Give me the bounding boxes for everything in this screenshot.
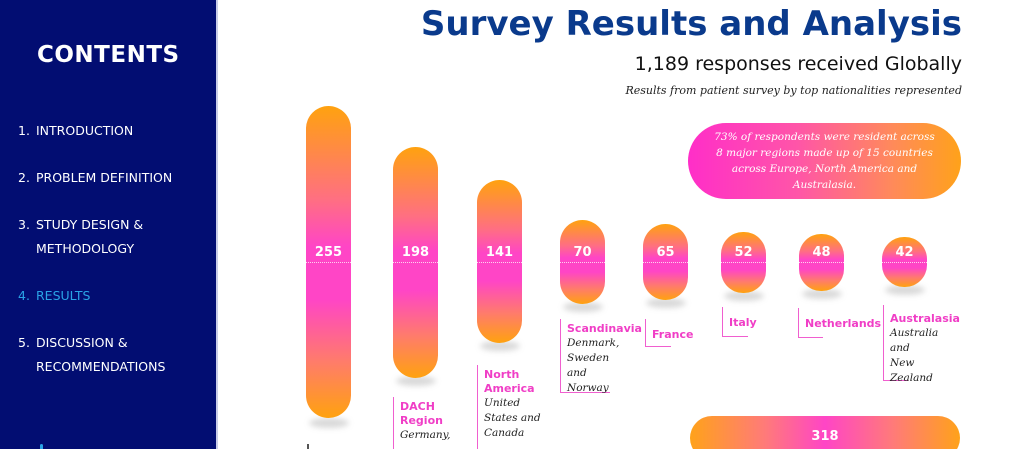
- bar-divider: [477, 262, 522, 263]
- toc-item-study-design[interactable]: 3. STUDY DESIGN & METHODOLOGY: [18, 213, 143, 261]
- chart-caption: Results from patient survey by top natio…: [625, 84, 962, 97]
- bar-value: 42: [895, 245, 914, 260]
- country-list: Canada: [484, 427, 525, 439]
- country-list: United: [484, 397, 521, 409]
- country-list: and New: [890, 342, 915, 369]
- bar-value: 48: [812, 245, 831, 260]
- bar-shadow: [309, 418, 349, 428]
- bar-value: 141: [485, 245, 514, 260]
- region-name: Netherlands: [805, 317, 882, 330]
- country-list: Zealand: [890, 372, 933, 384]
- bar-divider: [721, 262, 766, 263]
- toc-label: STUDY DESIGN & METHODOLOGY: [36, 213, 143, 261]
- toc-number: 4.: [18, 288, 30, 303]
- toc-number: 1.: [18, 123, 30, 138]
- label-dach: DACH Region Germany,: [393, 397, 450, 449]
- bar-value: 52: [734, 245, 753, 260]
- bar-shadow: [802, 289, 842, 299]
- toc-item-results[interactable]: 4. RESULTS: [18, 284, 90, 308]
- region-name: America: [484, 382, 535, 395]
- bar-shadow: [480, 341, 520, 351]
- toc-label-line2: METHODOLOGY: [36, 241, 135, 256]
- country-list: Germany,: [400, 429, 451, 441]
- bar-value: 70: [573, 245, 592, 260]
- sidebar-title: CONTENTS: [37, 42, 180, 68]
- toc-label: INTRODUCTION: [36, 123, 134, 138]
- bar-141: [477, 180, 522, 343]
- label-netherlands: Netherlands: [798, 308, 882, 338]
- total-bar: [690, 416, 960, 449]
- country-list: Denmark,: [567, 337, 620, 349]
- toc-label: DISCUSSION & RECOMMENDATIONS: [36, 331, 165, 379]
- region-name: Italy: [729, 316, 757, 329]
- label-bracket-partial: [307, 444, 309, 449]
- bar-divider: [643, 262, 688, 263]
- bar-value: 255: [314, 245, 343, 260]
- sidebar-contents: CONTENTS 1. INTRODUCTION 2. PROBLEM DEFI…: [0, 0, 218, 449]
- country-list: and Norway: [567, 367, 609, 394]
- toc-number: 5.: [18, 335, 30, 350]
- region-name: North: [484, 368, 520, 381]
- country-list: States and: [484, 412, 541, 424]
- region-name: Scandinavia: [567, 322, 642, 335]
- toc-number: 2.: [18, 170, 30, 185]
- toc-item-discussion[interactable]: 5. DISCUSSION & RECOMMENDATIONS: [18, 331, 165, 379]
- country-list: Sweden: [567, 352, 610, 364]
- country-list: Australia: [890, 327, 939, 339]
- page-title: Survey Results and Analysis: [420, 4, 962, 44]
- toc-label: RESULTS: [36, 288, 91, 303]
- label-scandinavia: Scandinavia Denmark, Sweden and Norway: [560, 319, 642, 394]
- toc-label: PROBLEM DEFINITION: [36, 170, 173, 185]
- bar-shadow: [563, 302, 603, 312]
- bar-divider: [306, 262, 351, 263]
- label-australasia: Australasia Australia and New Zealand: [883, 305, 960, 384]
- bar-shadow: [396, 376, 436, 386]
- region-name: Region: [400, 414, 443, 427]
- bar-divider: [393, 262, 438, 263]
- toc-label-line2: RECOMMENDATIONS: [36, 359, 166, 374]
- bar-shadow: [646, 298, 686, 308]
- label-italy: Italy: [722, 307, 757, 337]
- toc-label-line1: DISCUSSION &: [36, 335, 128, 350]
- region-name: France: [652, 328, 694, 341]
- toc-label-line1: STUDY DESIGN &: [36, 217, 144, 232]
- bar-value: 198: [401, 245, 430, 260]
- bar-value: 65: [656, 245, 675, 260]
- responses-subtitle: 1,189 responses received Globally: [634, 53, 962, 75]
- bar-shadow: [724, 291, 764, 301]
- region-name: Australasia: [890, 312, 960, 325]
- region-name: DACH: [400, 400, 435, 413]
- toc-number: 3.: [18, 217, 30, 232]
- label-north-america: North America United States and Canada: [477, 365, 541, 449]
- bar-shadow: [885, 285, 925, 295]
- total-value: 318: [811, 429, 839, 444]
- toc-item-problem-definition[interactable]: 2. PROBLEM DEFINITION: [18, 166, 172, 190]
- label-france: France: [645, 319, 694, 347]
- toc-item-introduction[interactable]: 1. INTRODUCTION: [18, 119, 133, 143]
- bar-divider: [799, 262, 844, 263]
- bar-divider: [560, 262, 605, 263]
- summary-callout: 73% of respondents were resident across …: [688, 123, 961, 199]
- sidebar-partial-element: [40, 444, 43, 449]
- bar-divider: [882, 262, 927, 263]
